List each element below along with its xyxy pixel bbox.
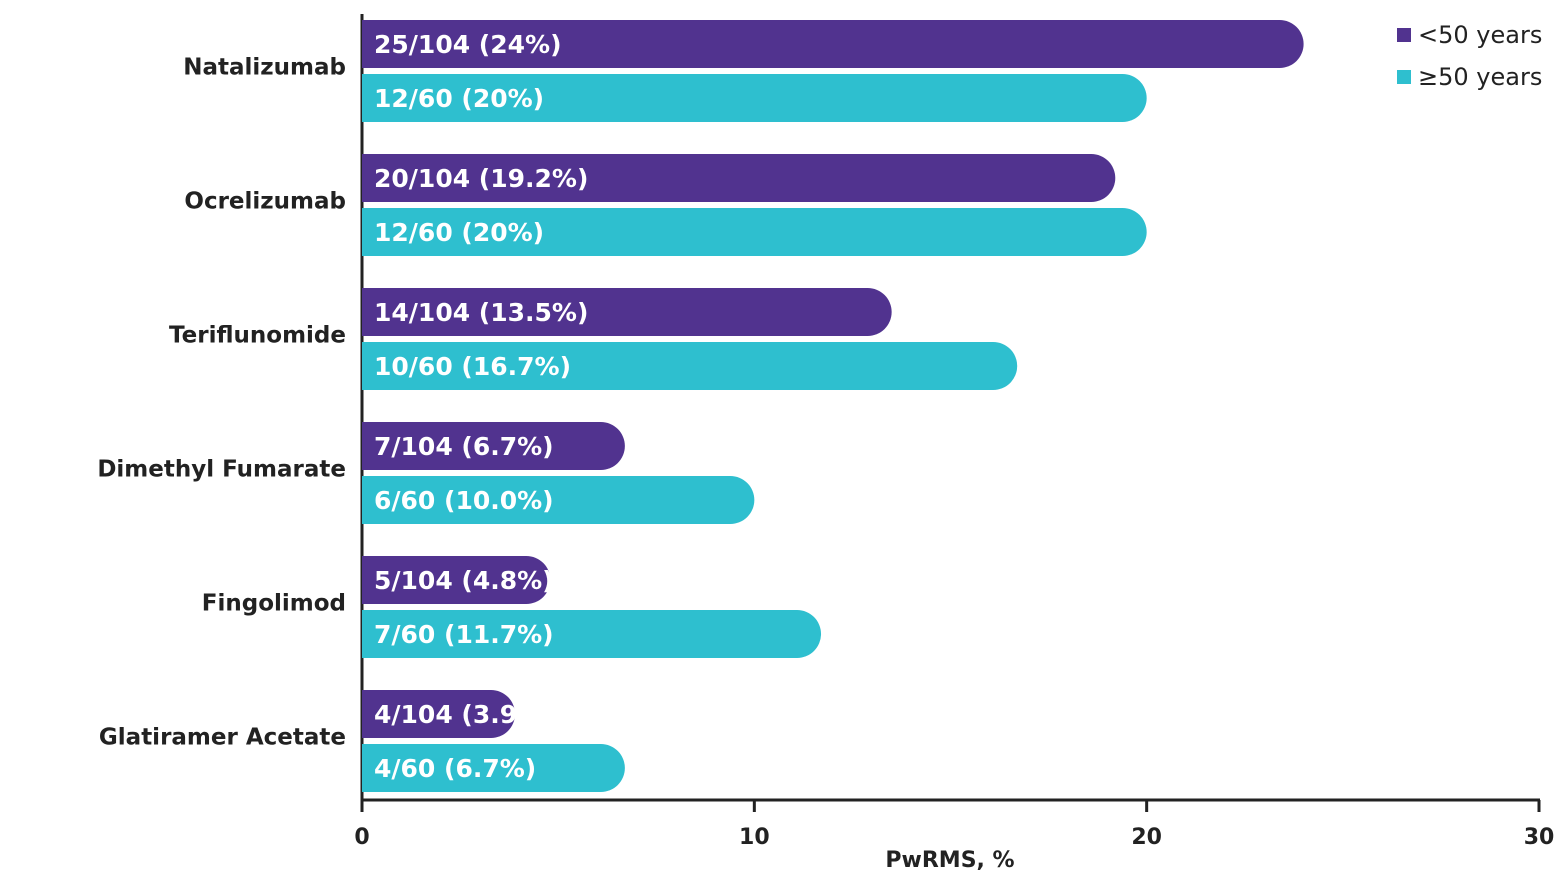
category-label: Natalizumab [183, 55, 346, 81]
bar [362, 556, 551, 604]
bar [362, 422, 625, 470]
legend-label: <50 years [1418, 21, 1542, 49]
x-tick-label: 30 [1524, 825, 1555, 850]
value-label: 12/60 (20%) [374, 218, 544, 247]
bar [362, 610, 822, 658]
bar [362, 154, 1116, 202]
category-label: Fingolimod [202, 591, 346, 617]
legend-label: ≥50 years [1418, 63, 1542, 91]
value-label: 14/104 (13.5%) [374, 298, 588, 327]
value-label: 12/60 (20%) [374, 84, 544, 113]
bar [362, 342, 1018, 390]
bar [362, 288, 892, 336]
bar [362, 476, 755, 524]
value-label: 20/104 (19.2%) [374, 164, 588, 193]
value-label: 6/60 (10.0%) [374, 486, 554, 515]
bar [362, 74, 1147, 122]
value-label: 4/104 (3.9%) [374, 700, 554, 729]
category-label: Glatiramer Acetate [99, 725, 346, 751]
x-tick-label: 20 [1131, 825, 1162, 850]
x-tick-label: 0 [354, 825, 369, 850]
bar [362, 208, 1147, 256]
value-label: 4/60 (6.7%) [374, 754, 536, 783]
legend-swatch [1397, 70, 1411, 84]
legend-swatch [1397, 28, 1411, 42]
value-label: 5/104 (4.8%) [374, 566, 554, 595]
value-label: 7/60 (11.7%) [374, 620, 554, 649]
category-label: Dimethyl Fumarate [97, 457, 346, 483]
x-axis-label: PwRMS, % [885, 848, 1014, 873]
category-label: Ocrelizumab [184, 189, 346, 215]
bar [362, 744, 625, 792]
category-label: Teriflunomide [169, 323, 346, 349]
bar [362, 690, 516, 738]
x-tick-label: 10 [739, 825, 770, 850]
bar [362, 20, 1304, 68]
value-label: 25/104 (24%) [374, 30, 562, 59]
value-label: 10/60 (16.7%) [374, 352, 571, 381]
value-label: 7/104 (6.7%) [374, 432, 554, 461]
